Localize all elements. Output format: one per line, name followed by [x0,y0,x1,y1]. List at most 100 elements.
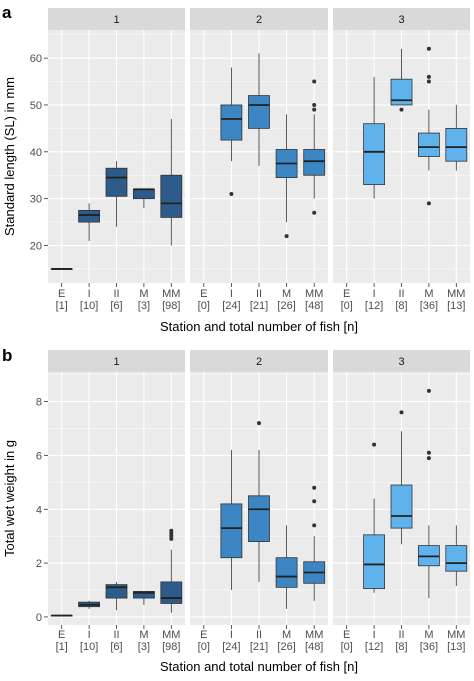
x-tick-count: [36] [420,300,438,312]
x-tick-category: II [113,629,119,641]
outlier-point [426,456,431,461]
outlier-point [426,46,431,51]
outlier-point [372,442,377,447]
box-group-MM: MM[98] [160,528,183,653]
x-tick-count: [36] [420,641,438,653]
x-tick-category: M [282,629,291,641]
x-tick-count: [3] [138,300,150,312]
box [132,590,155,599]
x-tick-count: [1] [56,641,68,653]
x-tick-category: M [139,629,148,641]
y-tick-label: 60 [30,53,42,65]
box-group-MM: MM[98] [160,119,183,312]
box [363,534,386,590]
box [220,503,243,559]
box-group-E: E[1] [50,614,73,653]
x-tick-count: [24] [222,641,240,653]
facet-1: 1E[1]I[10]II[6]M[3]MM[98] [48,350,185,653]
x-tick-category: II [256,288,262,300]
box [303,149,326,176]
box [160,581,183,604]
box [220,104,243,141]
x-tick-count: [0] [198,300,210,312]
x-tick-category: E [58,288,65,300]
x-tick-category: MM [162,288,180,300]
y-tick-label: 8 [36,397,42,409]
y-tick-label: 30 [30,194,42,206]
box-group-I: I[24] [220,67,243,312]
box-group-E: E[0] [198,283,210,312]
x-tick-count: [24] [222,300,240,312]
outlier-point [312,485,317,490]
box-group-II: II[21] [248,421,270,653]
x-tick-category: I [230,629,233,641]
chart-panel-b: b 0 2 4 6 8 Total wet weight in g Station and t… [2,346,470,674]
outlier-point [426,79,431,84]
box [78,209,100,223]
box-group-E: E[0] [198,625,210,653]
x-tick-count: [6] [110,300,122,312]
box [248,495,270,542]
box [390,484,413,529]
box [132,188,155,200]
facet-title: 1 [113,14,119,26]
x-tick-count: [21] [250,300,268,312]
x-tick-count: [0] [198,641,210,653]
x-tick-count: [1] [56,300,68,312]
box-group-MM: MM[48] [303,79,326,312]
x-tick-category: I [373,288,376,300]
outlier-point [312,499,317,504]
outlier-point [229,191,234,196]
outlier-point [426,74,431,79]
facet-3: 3E[0]I[12]II[8]M[36]MM[13] [333,350,470,653]
box-group-M: M[26] [275,525,298,653]
x-tick-count: [12] [365,300,383,312]
facet-strip [48,350,185,372]
box [105,167,128,197]
x-tick-category: II [256,629,262,641]
box-group-II: II[8] [390,48,413,312]
x-tick-category: M [139,288,148,300]
outlier-point [312,102,317,107]
y-tick-label: 6 [36,450,42,462]
x-tick-category: MM [162,629,180,641]
outlier-point [312,79,317,84]
box [417,132,440,157]
box [390,78,413,106]
outlier-point [312,523,317,528]
box-group-MM: MM[48] [303,485,326,653]
outlier-point [169,536,174,541]
x-tick-category: MM [447,288,465,300]
box [160,174,183,218]
x-tick-category: M [424,288,433,300]
x-tick-category: II [398,288,404,300]
x-tick-category: MM [305,288,323,300]
box-group-E: E[1] [50,268,73,312]
box-group-II: II[6] [105,161,128,312]
box-group-I: I[10] [78,600,100,653]
box-group-M: M[36] [417,388,440,653]
y-tick-label: 4 [36,504,42,516]
x-tick-category: M [424,629,433,641]
box-group-MM: MM[13] [445,525,468,653]
facet-title: 3 [398,14,404,26]
x-tick-count: [8] [395,300,407,312]
x-tick-count: [10] [80,641,98,653]
x-tick-category: I [230,288,233,300]
x-tick-count: [21] [250,641,268,653]
x-tick-count: [98] [162,300,180,312]
outlier-point [312,210,317,215]
x-tick-count: [6] [110,641,122,653]
x-tick-category: E [343,629,350,641]
outlier-point [426,450,431,455]
box-group-M: M[3] [132,188,155,312]
x-tick-count: [0] [341,641,353,653]
x-tick-count: [3] [138,641,150,653]
facet-strip [190,8,328,30]
x-tick-count: [0] [341,300,353,312]
facet-1: 1E[1]I[10]II[6]M[3]MM[98] [48,8,185,312]
box-group-II: II[21] [248,53,270,312]
y-tick-label: 2 [36,558,42,570]
outlier-point [257,421,261,426]
